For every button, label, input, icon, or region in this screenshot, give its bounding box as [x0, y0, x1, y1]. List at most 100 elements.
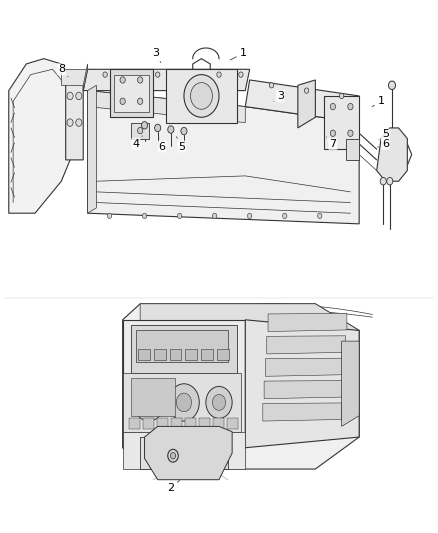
Polygon shape	[217, 349, 229, 360]
Polygon shape	[123, 320, 245, 448]
Text: 5: 5	[177, 137, 185, 151]
Polygon shape	[267, 336, 346, 354]
Polygon shape	[88, 85, 96, 213]
Text: 1: 1	[230, 49, 247, 60]
Polygon shape	[140, 304, 359, 330]
Polygon shape	[123, 373, 241, 432]
Circle shape	[138, 98, 143, 104]
Circle shape	[247, 213, 252, 219]
Circle shape	[330, 130, 336, 136]
Circle shape	[76, 119, 82, 126]
Polygon shape	[131, 123, 149, 139]
Text: 6: 6	[378, 139, 389, 149]
Circle shape	[206, 386, 232, 418]
Text: 3: 3	[152, 49, 161, 62]
Circle shape	[283, 213, 287, 219]
Circle shape	[76, 92, 82, 100]
Polygon shape	[171, 418, 182, 429]
Circle shape	[120, 77, 125, 83]
Polygon shape	[213, 418, 224, 429]
Circle shape	[155, 72, 160, 77]
Polygon shape	[88, 91, 245, 123]
Polygon shape	[4, 5, 434, 304]
Polygon shape	[129, 418, 140, 429]
Text: 3: 3	[274, 91, 284, 101]
Text: 6: 6	[159, 137, 166, 151]
Circle shape	[168, 126, 174, 133]
Polygon shape	[166, 69, 237, 123]
Text: 5: 5	[379, 130, 389, 140]
Circle shape	[217, 72, 221, 77]
Circle shape	[138, 127, 143, 134]
Polygon shape	[143, 418, 154, 429]
Polygon shape	[136, 330, 228, 362]
Circle shape	[170, 453, 176, 459]
Circle shape	[142, 213, 147, 219]
Polygon shape	[66, 75, 83, 160]
Circle shape	[212, 213, 217, 219]
Polygon shape	[245, 80, 359, 123]
Polygon shape	[123, 432, 245, 469]
Circle shape	[120, 98, 125, 104]
Circle shape	[212, 394, 226, 410]
Polygon shape	[131, 325, 237, 373]
Polygon shape	[201, 349, 213, 360]
Polygon shape	[342, 341, 359, 426]
Circle shape	[184, 75, 219, 117]
Circle shape	[389, 81, 396, 90]
Polygon shape	[170, 349, 181, 360]
Circle shape	[176, 393, 191, 411]
Circle shape	[269, 83, 274, 88]
Polygon shape	[4, 304, 434, 528]
Circle shape	[330, 103, 336, 110]
Polygon shape	[199, 418, 210, 429]
Polygon shape	[324, 96, 359, 149]
Polygon shape	[346, 139, 359, 160]
Polygon shape	[145, 426, 232, 480]
Polygon shape	[140, 437, 228, 469]
Circle shape	[67, 92, 73, 100]
Text: 8: 8	[58, 64, 68, 77]
Polygon shape	[110, 69, 153, 117]
Text: 2: 2	[167, 480, 180, 492]
Circle shape	[155, 124, 161, 132]
Polygon shape	[9, 59, 74, 213]
Circle shape	[134, 384, 164, 421]
Polygon shape	[377, 128, 407, 181]
Circle shape	[318, 213, 322, 219]
Circle shape	[239, 72, 243, 77]
Polygon shape	[88, 91, 359, 224]
Polygon shape	[227, 418, 238, 429]
Polygon shape	[245, 320, 359, 448]
Polygon shape	[131, 378, 175, 416]
Circle shape	[168, 449, 178, 462]
Polygon shape	[268, 313, 347, 332]
Polygon shape	[114, 75, 149, 112]
Polygon shape	[138, 349, 150, 360]
Polygon shape	[265, 358, 344, 376]
Polygon shape	[264, 381, 343, 399]
Polygon shape	[83, 64, 88, 91]
Circle shape	[380, 177, 386, 185]
Circle shape	[107, 213, 112, 219]
Circle shape	[181, 127, 187, 135]
Polygon shape	[123, 304, 359, 469]
Polygon shape	[298, 80, 315, 128]
Circle shape	[348, 130, 353, 136]
Text: 4: 4	[132, 136, 142, 149]
Polygon shape	[83, 69, 250, 91]
Circle shape	[304, 88, 309, 93]
Circle shape	[169, 384, 199, 421]
Circle shape	[387, 177, 393, 185]
Circle shape	[141, 122, 148, 129]
Polygon shape	[185, 418, 196, 429]
Circle shape	[103, 72, 107, 77]
Circle shape	[339, 93, 344, 99]
Polygon shape	[61, 69, 96, 85]
Circle shape	[177, 213, 182, 219]
Circle shape	[138, 77, 143, 83]
Polygon shape	[154, 349, 166, 360]
Circle shape	[191, 83, 212, 109]
Polygon shape	[185, 349, 197, 360]
Polygon shape	[157, 418, 168, 429]
